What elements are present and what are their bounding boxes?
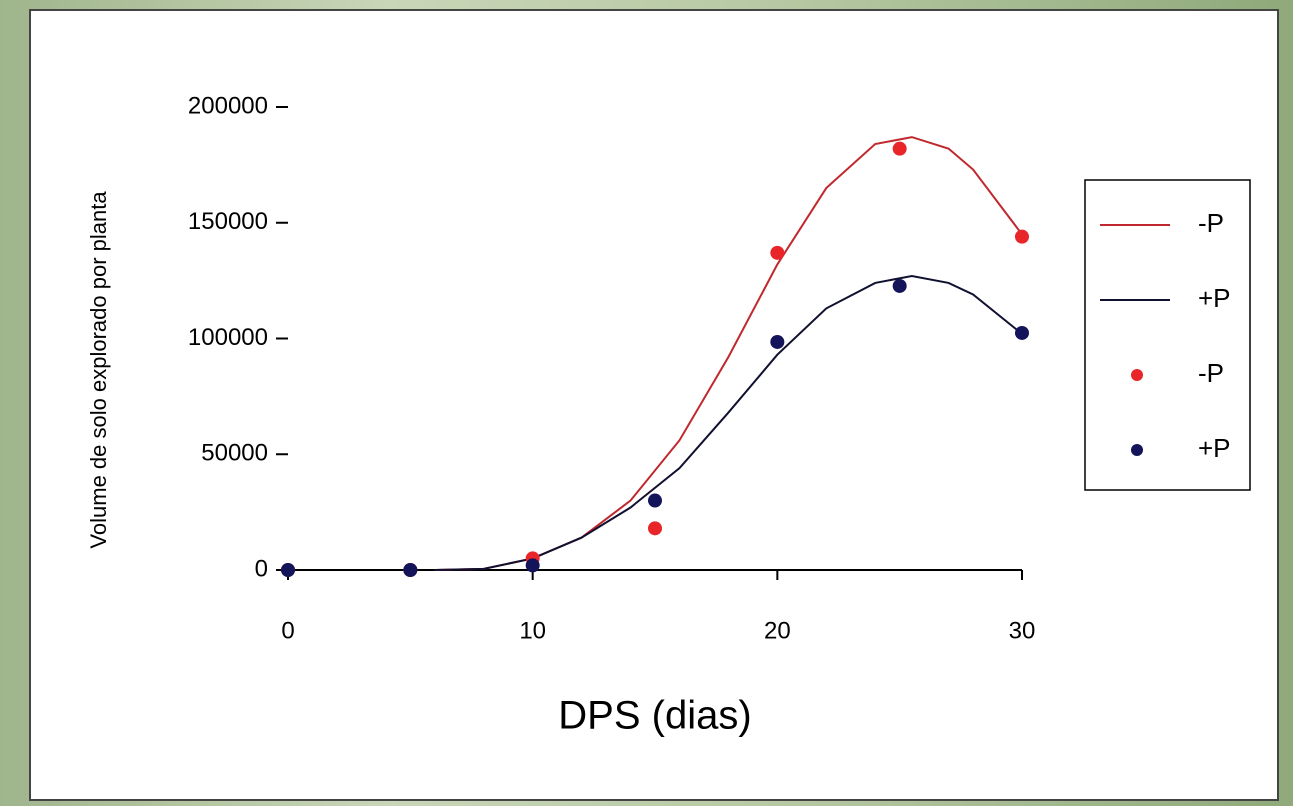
y-tick-label: 150000 <box>188 208 268 235</box>
x-tick-label: 10 <box>519 617 546 644</box>
fit-line <box>434 274 1023 571</box>
chart-panel <box>29 9 1279 801</box>
x-axis-label: DPS (dias) <box>558 694 751 738</box>
y-tick-label: 100000 <box>188 324 268 351</box>
x-tick-label: 20 <box>764 617 791 644</box>
x-tick-label: 30 <box>1009 617 1036 644</box>
legend-box <box>1084 179 1251 491</box>
legend-swatch <box>1131 444 1143 456</box>
y-axis-label: Volume de solo explorado por planta <box>86 191 111 549</box>
data-point <box>648 521 662 536</box>
data-point <box>1015 325 1029 340</box>
legend-label: -P <box>1198 208 1224 238</box>
legend-swatch <box>1131 369 1143 381</box>
data-point <box>403 563 418 577</box>
data-point <box>892 278 907 293</box>
data-point <box>1015 229 1029 244</box>
data-point <box>770 334 785 349</box>
y-tick-label: 50000 <box>201 440 268 467</box>
data-point <box>648 493 662 508</box>
data-point <box>525 558 540 573</box>
legend-label: -P <box>1198 358 1224 388</box>
x-tick-label: 0 <box>281 617 294 644</box>
y-tick-label: 0 <box>255 555 268 582</box>
data-point <box>892 141 907 156</box>
y-tick-label: 200000 <box>188 92 268 119</box>
legend-label: +P <box>1198 433 1231 463</box>
legend-label: +P <box>1198 283 1231 313</box>
data-point <box>281 563 295 577</box>
data-point <box>770 245 785 260</box>
